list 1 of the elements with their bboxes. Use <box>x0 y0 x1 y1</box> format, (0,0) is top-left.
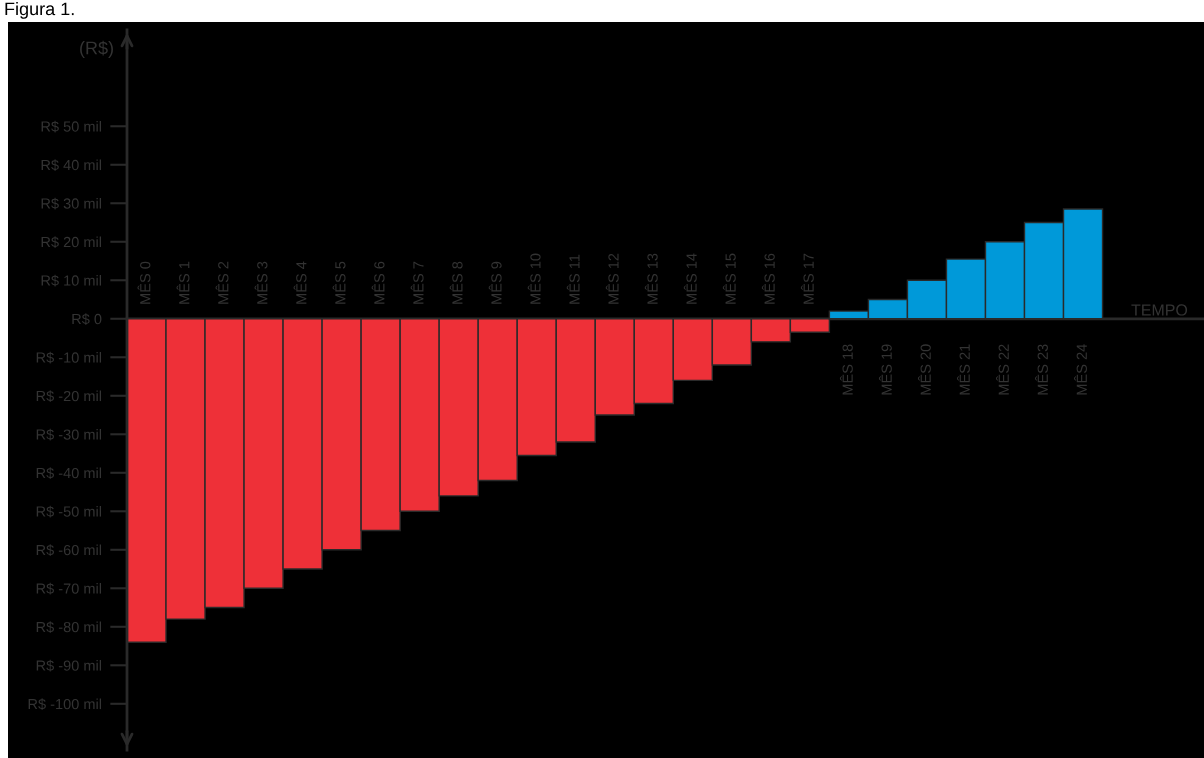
chart-title: Figura 1. <box>5 2 74 19</box>
